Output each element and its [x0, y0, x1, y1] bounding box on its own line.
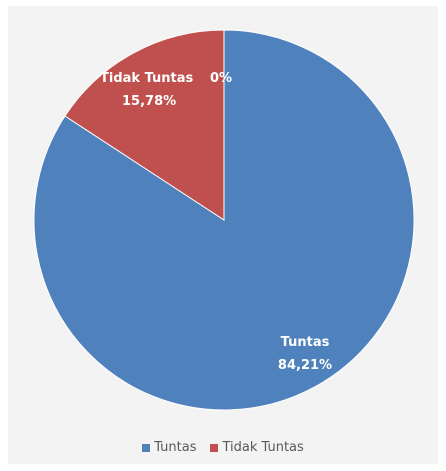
- pie-slices: [33, 29, 415, 411]
- legend: Tuntas Tidak Tuntas: [0, 440, 446, 455]
- legend-swatch-tuntas: [142, 443, 151, 452]
- pie-slice-tidak-tuntas: [64, 29, 225, 221]
- slice-label-tidak-tuntas: Tidak Tuntas: [100, 71, 194, 86]
- legend-item-tuntas: Tuntas: [142, 440, 196, 455]
- legend-label-tuntas: Tuntas: [154, 440, 197, 455]
- legend-label-tidak-tuntas: Tidak Tuntas: [222, 440, 304, 455]
- slice-label-zero-percent: 0%: [210, 71, 232, 86]
- slice-value-tidak-tuntas: 15,78%: [122, 94, 176, 109]
- legend-swatch-tidak-tuntas: [210, 443, 219, 452]
- legend-item-tidak-tuntas: Tidak Tuntas: [210, 440, 304, 455]
- slice-label-tuntas: Tuntas: [281, 335, 330, 350]
- slice-value-tuntas: 84,21%: [278, 358, 332, 373]
